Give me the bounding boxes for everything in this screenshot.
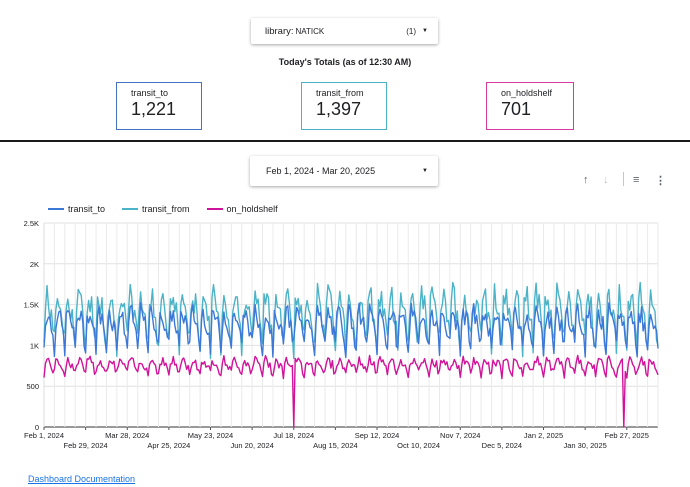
card-value: 1,221 — [131, 99, 177, 119]
library-filter-value: NATICK — [295, 26, 325, 36]
card-label: transit_from — [316, 88, 364, 98]
dashboard-documentation-link[interactable]: Dashboard Documentation — [28, 474, 136, 484]
y-tick-label: 1.5K — [24, 301, 39, 310]
legend-item-on-holdshelf[interactable]: on_holdshelf — [206, 204, 278, 214]
x-tick-label: Oct 10, 2024 — [397, 441, 440, 450]
legend-item-transit-to[interactable]: transit_to — [48, 204, 105, 214]
chevron-down-icon: ▼ — [422, 28, 428, 34]
x-tick-label: Mar 28, 2024 — [105, 431, 149, 440]
x-tick-label: Jun 20, 2024 — [230, 441, 273, 450]
library-filter-dropdown[interactable]: library: NATICK (1) ▼ — [251, 18, 438, 44]
date-range-label: Feb 1, 2024 - Mar 20, 2025 — [266, 166, 376, 176]
card-value: 1,397 — [316, 99, 362, 119]
legend-label: on_holdshelf — [226, 204, 278, 214]
x-tick-label: Aug 15, 2024 — [313, 441, 358, 450]
transit-from-card: transit_from 1,397 — [301, 82, 387, 130]
sort-up-icon[interactable]: ↑ — [583, 174, 589, 186]
card-label: transit_to — [131, 88, 169, 98]
x-tick-label: Apr 25, 2024 — [147, 441, 190, 450]
chevron-down-icon: ▼ — [422, 168, 428, 174]
y-tick-label: 500 — [26, 382, 39, 391]
section-divider — [0, 140, 690, 142]
series-line-transit_to — [43, 302, 659, 359]
x-tick-label: May 23, 2024 — [188, 431, 233, 440]
y-tick-label: 2.5K — [24, 219, 39, 228]
legend-swatch — [206, 208, 223, 210]
series-line-on_holdshelf — [43, 354, 659, 428]
legend-swatch — [122, 208, 139, 210]
card-label: on_holdshelf — [501, 88, 553, 98]
x-tick-label: Feb 27, 2025 — [605, 431, 649, 440]
x-tick-label: Jan 30, 2025 — [563, 441, 606, 450]
x-tick-label: Dec 5, 2024 — [482, 441, 522, 450]
x-tick-label: Feb 1, 2024 — [24, 431, 64, 440]
y-tick-label: 0 — [35, 423, 39, 432]
toolbar-separator — [623, 172, 624, 186]
x-tick-label: Feb 29, 2024 — [64, 441, 108, 450]
chart-legend: transit_to transit_from on_holdshelf — [48, 204, 295, 214]
on-holdshelf-card: on_holdshelf 701 — [486, 82, 574, 130]
y-tick-label: 2K — [30, 260, 39, 269]
x-tick-label: Nov 7, 2024 — [440, 431, 480, 440]
transit-to-card: transit_to 1,221 — [116, 82, 202, 130]
legend-label: transit_from — [142, 204, 190, 214]
legend-swatch — [48, 208, 64, 210]
legend-item-transit-from[interactable]: transit_from — [122, 204, 190, 214]
x-tick-label: Jan 2, 2025 — [524, 431, 563, 440]
totals-title: Today's Totals (as of 12:30 AM) — [278, 57, 412, 67]
y-tick-label: 1K — [30, 341, 39, 350]
card-value: 701 — [501, 99, 532, 119]
legend-label: transit_to — [68, 204, 106, 214]
more-options-icon[interactable]: ⋮ — [655, 175, 666, 187]
sort-down-icon[interactable]: ↓ — [603, 174, 609, 186]
filter-icon[interactable]: ≡ — [633, 174, 640, 186]
date-range-picker[interactable]: Feb 1, 2024 - Mar 20, 2025 ▼ — [250, 156, 438, 186]
x-tick-label: Jul 18, 2024 — [273, 431, 314, 440]
x-tick-label: Sep 12, 2024 — [355, 431, 400, 440]
library-filter-label: library: — [265, 25, 294, 37]
library-filter-count: (1) — [406, 26, 417, 36]
